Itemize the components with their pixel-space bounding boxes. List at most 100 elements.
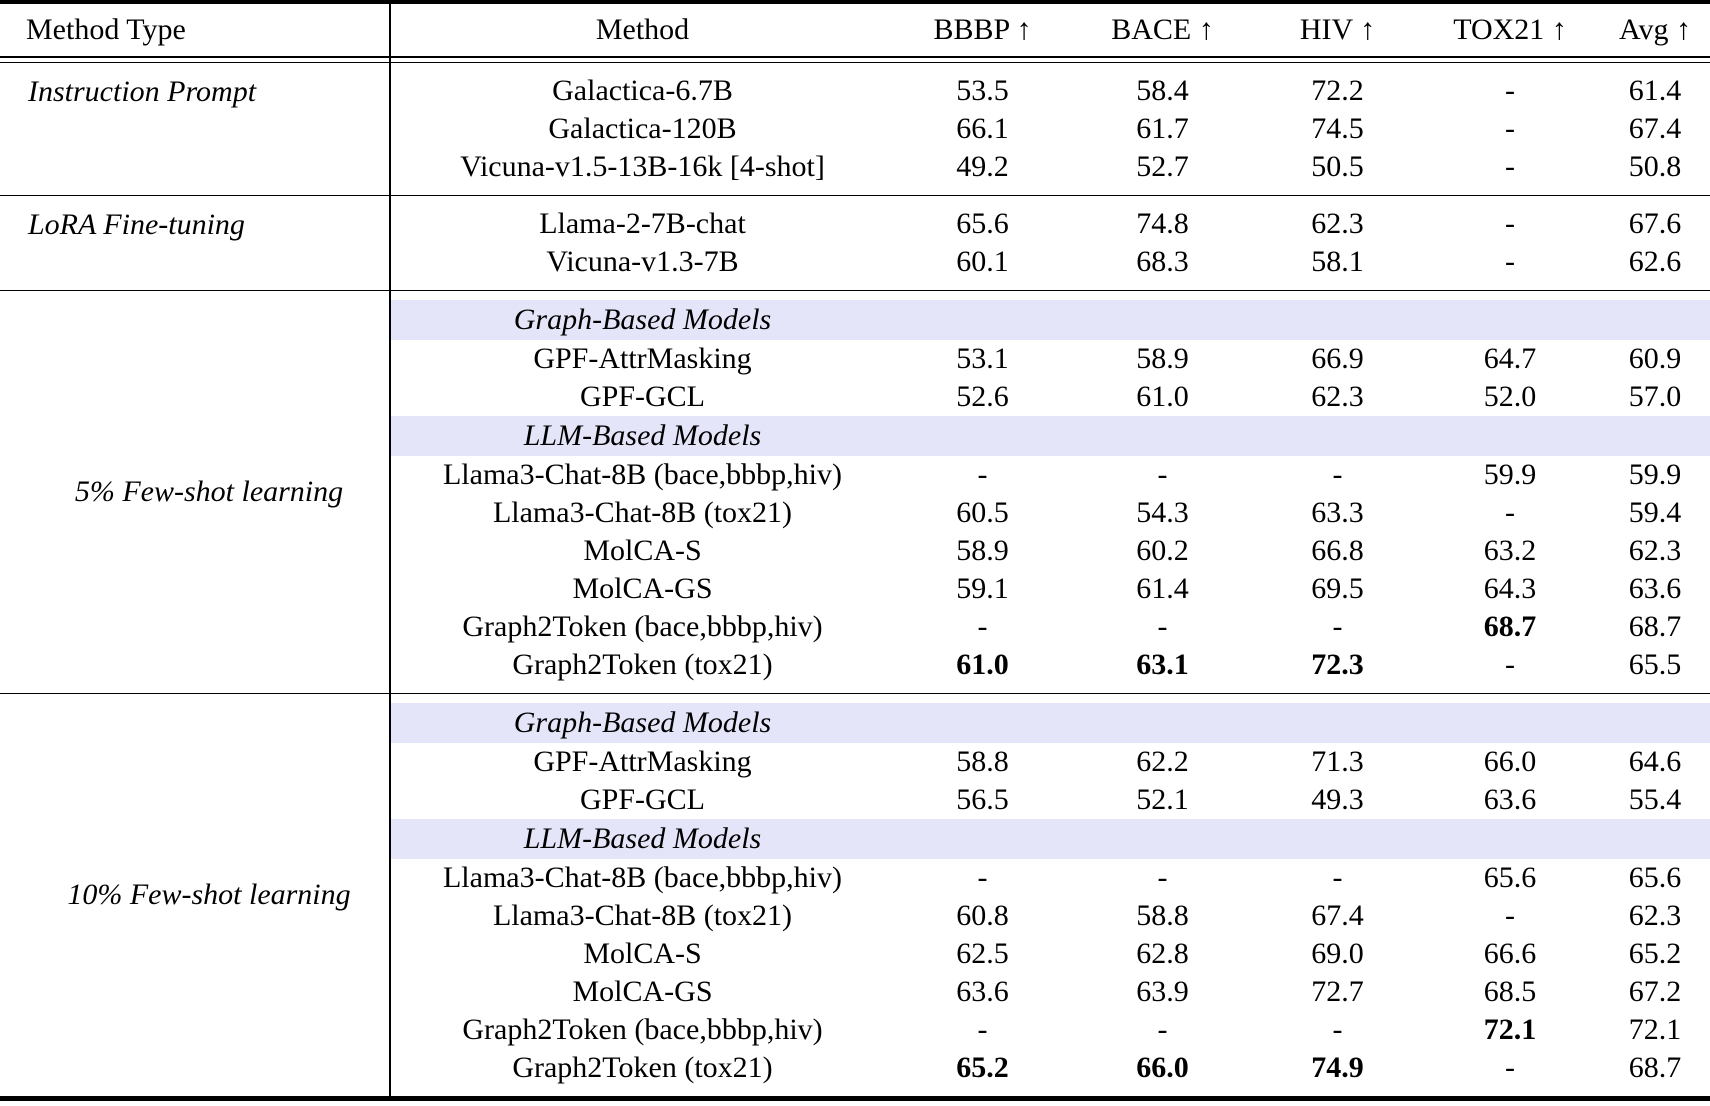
metric-value: 49.2 <box>956 150 1009 183</box>
band-fill <box>895 819 1070 859</box>
method-name: Llama3-Chat-8B (bace,bbbp,hiv) <box>442 458 843 491</box>
metric-value: - <box>1157 1013 1168 1046</box>
metric-value: - <box>1505 150 1515 183</box>
metric-value: 62.3 <box>1628 534 1682 567</box>
metric-value: 52.6 <box>956 380 1009 413</box>
section-spacer <box>0 684 1710 694</box>
metric-value: 66.0 <box>1483 745 1537 778</box>
metric-value: 69.5 <box>1311 572 1364 605</box>
metric-value: 65.5 <box>1628 648 1682 681</box>
method-type-label: Instruction Prompt <box>28 75 257 108</box>
metric-value: 66.1 <box>956 112 1009 145</box>
table-row: GPF-GCL 52.6 61.0 62.3 52.0 57.0 <box>0 378 1710 416</box>
section-spacer-cell <box>0 281 1710 291</box>
table-row: Graph2Token (bace,bbbp,hiv) - - - 72.1 72.1 <box>0 1011 1710 1049</box>
metric-value: - <box>1157 861 1168 894</box>
metric-value: 65.6 <box>956 207 1009 240</box>
metric-value: - <box>1505 74 1515 107</box>
table-row: Llama3-Chat-8B (bace,bbbp,hiv) - - - 65.6 65.… <box>0 859 1710 897</box>
section-separator-cell <box>0 195 1710 196</box>
metric-value: 65.2 <box>1628 937 1682 970</box>
metric-value: 54.3 <box>1136 496 1189 529</box>
table-row: Vicuna-v1.3-7B 60.1 68.3 58.1 - 62.6 <box>0 243 1710 281</box>
method-name: Galactica-6.7B <box>552 74 733 107</box>
method-name: Llama-2-7B-chat <box>539 207 746 240</box>
metric-value: 72.7 <box>1311 975 1364 1008</box>
method-name: Vicuna-v1.5-13B-16k [4-shot] <box>460 150 825 183</box>
metric-value: 64.6 <box>1628 745 1682 778</box>
method-name: Graph2Token (tox21) <box>512 1051 773 1084</box>
band-fill <box>895 416 1070 456</box>
section-separator-cell <box>0 693 1710 694</box>
metric-value: - <box>1505 1051 1515 1084</box>
table-row: MolCA-S 58.9 60.2 66.8 63.2 62.3 <box>0 532 1710 570</box>
metric-value: 58.4 <box>1136 74 1189 107</box>
table-row: Graph2Token (tox21) 61.0 63.1 72.3 - 65.5 <box>0 646 1710 684</box>
table-row: GPF-GCL 56.5 52.1 49.3 63.6 55.4 <box>0 781 1710 819</box>
section-spacer-cell <box>0 186 1710 196</box>
band-fill <box>1420 416 1600 456</box>
method-name: GPF-GCL <box>579 783 706 816</box>
method-name: MolCA-S <box>583 937 702 970</box>
method-name: GPF-GCL <box>579 380 706 413</box>
band-fill <box>1420 300 1600 340</box>
metric-value: 58.9 <box>1136 342 1189 375</box>
metric-value: 65.6 <box>1483 861 1537 894</box>
metric-value: 65.2 <box>956 1051 1009 1084</box>
metric-value: - <box>1332 610 1343 643</box>
metric-value: 55.4 <box>1628 783 1682 816</box>
method-name: Galactica-120B <box>548 112 737 145</box>
band-fill <box>1070 819 1255 859</box>
model-group-row: LLM-Based Models <box>0 416 1710 456</box>
method-name: Graph2Token (bace,bbbp,hiv) <box>462 1013 823 1046</box>
metric-value: 72.3 <box>1311 648 1364 681</box>
metric-value: - <box>1505 245 1515 278</box>
metric-value: 67.4 <box>1628 112 1682 145</box>
metric-value: 60.9 <box>1628 342 1682 375</box>
metric-value: 58.8 <box>956 745 1009 778</box>
band-fill <box>895 300 1070 340</box>
method-name: Llama3-Chat-8B (tox21) <box>492 899 793 932</box>
table-row: Galactica-120B 66.1 61.7 74.5 - 67.4 <box>0 110 1710 148</box>
band-fill <box>1600 703 1710 743</box>
metric-value: 61.0 <box>956 648 1009 681</box>
metric-value: 56.5 <box>956 783 1009 816</box>
section-spacer-cell <box>0 1087 1710 1096</box>
metric-value: 62.3 <box>1628 899 1682 932</box>
metric-value: 62.3 <box>1311 380 1364 413</box>
metric-value: 67.6 <box>1628 207 1682 240</box>
metric-value: 61.4 <box>1136 572 1189 605</box>
metric-value: 52.7 <box>1136 150 1189 183</box>
metric-value: - <box>1505 207 1515 240</box>
band-fill <box>1255 300 1420 340</box>
metric-value: 68.7 <box>1628 610 1682 643</box>
table-row: Graph2Token (bace,bbbp,hiv) - - - 68.7 68.7 <box>0 608 1710 646</box>
metric-value: 62.3 <box>1311 207 1364 240</box>
metric-value: 58.8 <box>1136 899 1189 932</box>
model-group-row: LLM-Based Models <box>0 819 1710 859</box>
metric-value: 74.5 <box>1311 112 1364 145</box>
section-spacer <box>0 694 1710 703</box>
table-row: Llama3-Chat-8B (bace,bbbp,hiv) - - - 59.9 59.… <box>0 456 1710 494</box>
metric-value: 66.0 <box>1136 1051 1189 1084</box>
header-bace: BACE ↑ <box>1111 13 1214 46</box>
method-type-label: 10% Few-shot learning <box>67 878 351 911</box>
band-fill <box>1070 416 1255 456</box>
metric-value: 64.7 <box>1483 342 1537 375</box>
model-group-row: 5% Few-shot learning Graph-Based Models <box>0 300 1710 508</box>
metric-value: - <box>1505 496 1515 529</box>
metric-value: 72.1 <box>1483 1013 1537 1046</box>
metric-value: 63.6 <box>956 975 1009 1008</box>
metric-value: - <box>977 861 988 894</box>
metric-value: - <box>1505 648 1515 681</box>
metric-value: 49.3 <box>1311 783 1364 816</box>
metric-value: 52.1 <box>1136 783 1189 816</box>
metric-value: - <box>1157 458 1168 491</box>
metric-value: 65.6 <box>1628 861 1682 894</box>
metric-value: 62.8 <box>1136 937 1189 970</box>
metric-value: 61.4 <box>1628 74 1682 107</box>
method-name: Vicuna-v1.3-7B <box>546 245 739 278</box>
band-fill <box>1070 703 1255 743</box>
metric-value: 60.8 <box>956 899 1009 932</box>
metric-value: 62.2 <box>1136 745 1189 778</box>
